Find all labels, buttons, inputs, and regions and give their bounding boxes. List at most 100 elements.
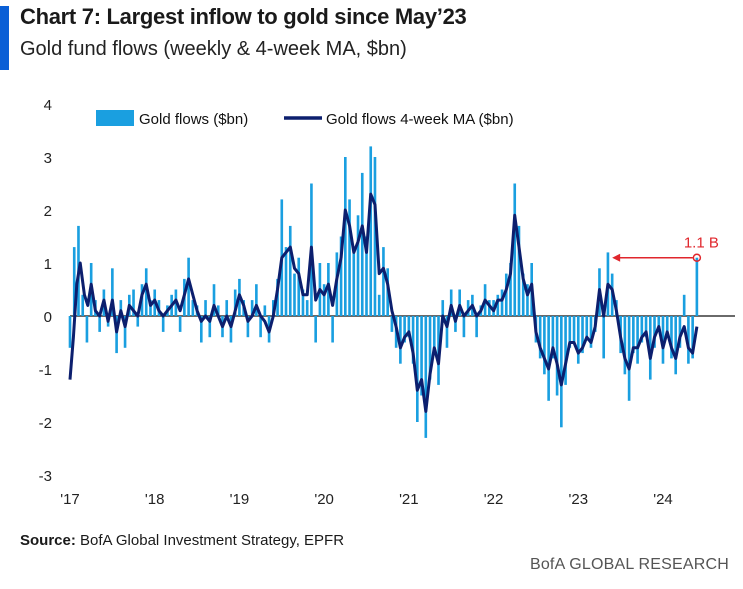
flow-bar — [509, 263, 512, 316]
annotation-label: 1.1 B — [684, 235, 719, 252]
source-label: Source: — [20, 532, 76, 549]
flow-bar — [250, 300, 254, 316]
flow-bar — [216, 305, 220, 316]
flow-bar — [420, 316, 423, 396]
y-tick-label: 1 — [44, 256, 52, 273]
flow-bar — [356, 215, 360, 316]
flow-bar — [623, 316, 627, 375]
title-accent-bar — [0, 6, 9, 70]
chart-title: Chart 7: Largest inflow to gold since Ma… — [20, 4, 467, 29]
flow-bar — [454, 316, 457, 332]
flow-bar — [589, 316, 593, 348]
flow-bar — [377, 294, 381, 316]
y-tick-label: 0 — [44, 309, 52, 326]
flow-bar — [547, 316, 550, 401]
x-tick-label: '19 — [230, 491, 250, 508]
flow-bar — [678, 316, 682, 348]
flow-bar — [543, 316, 546, 375]
flow-bar — [551, 316, 555, 359]
flow-bar — [399, 316, 402, 364]
flow-bar — [449, 289, 453, 316]
ma-line — [68, 192, 699, 413]
flow-bar — [632, 316, 635, 354]
flow-bar — [132, 289, 135, 316]
annotation-marker — [692, 253, 702, 262]
flow-bar — [428, 316, 432, 380]
flow-bar — [344, 157, 347, 316]
flow-bar — [488, 300, 491, 316]
flow-bar — [504, 273, 508, 316]
flow-bar — [305, 300, 309, 316]
flow-bar — [526, 284, 529, 316]
flow-bar — [255, 284, 258, 316]
y-tick-label: -2 — [39, 415, 52, 432]
flow-bar — [572, 316, 576, 343]
flow-bar — [352, 247, 356, 316]
legend-label-line: Gold flows 4-week MA ($bn) — [326, 111, 514, 128]
flow-bar — [382, 247, 385, 316]
flow-bar — [602, 316, 606, 359]
flow-bar — [627, 316, 631, 401]
flow-bar — [424, 316, 428, 438]
flow-bar — [72, 247, 76, 316]
y-tick-label: 3 — [44, 150, 52, 167]
flow-bar — [225, 300, 229, 316]
flow-bar — [111, 268, 114, 316]
flow-bar — [496, 294, 500, 316]
flow-bar — [208, 316, 212, 338]
flow-bar — [538, 316, 542, 359]
flow-bar — [144, 268, 148, 316]
flow-bar — [348, 199, 351, 316]
flow-bar — [661, 316, 665, 364]
flow-bar — [416, 316, 419, 422]
flow-bar — [691, 316, 694, 359]
x-tick-label: '23 — [568, 491, 588, 508]
source-text: BofA Global Investment Strategy, EPFR — [80, 532, 345, 549]
flow-bar — [119, 300, 123, 316]
flow-bar — [322, 284, 326, 316]
flow-bar — [123, 316, 127, 348]
flow-bar — [644, 316, 648, 338]
x-tick-label: '20 — [314, 491, 334, 508]
flow-bar — [687, 316, 690, 364]
flow-bar — [682, 294, 686, 316]
flow-bar — [441, 300, 445, 316]
ma-line-layer — [68, 192, 699, 413]
flow-bar — [648, 316, 652, 380]
x-tick-label: '17 — [60, 491, 80, 508]
bars-layer — [68, 146, 699, 438]
x-tick-label: '18 — [145, 491, 165, 508]
flow-bar — [390, 316, 394, 332]
x-tick-label: '24 — [653, 491, 673, 508]
flow-bar — [657, 316, 661, 332]
flow-bar — [246, 316, 250, 338]
flow-bar — [560, 316, 563, 428]
flow-bar — [517, 225, 521, 316]
flow-bar — [301, 289, 305, 316]
flow-bar — [293, 273, 296, 316]
flow-bar — [568, 316, 572, 348]
gold-flows-chart: 4 3 2 1 0 -1 -2 -3 '17 '18 '19 '20 '21 '22 '23 '24 Gold… — [39, 97, 735, 508]
flow-bar — [204, 300, 207, 316]
flow-bar — [462, 316, 466, 338]
flow-bar — [98, 316, 101, 332]
flow-bar — [360, 172, 364, 316]
legend-swatch-bars — [96, 110, 134, 126]
flow-bar — [81, 294, 85, 316]
flow-bar — [458, 289, 461, 316]
flow-bar — [695, 257, 699, 316]
flow-bar — [411, 316, 415, 364]
annotation-layer: 1.1 B — [612, 235, 719, 262]
flow-bar — [513, 183, 517, 316]
flow-bar — [233, 289, 237, 316]
flow-bar — [212, 284, 216, 316]
flow-bar — [445, 316, 449, 348]
flow-bar — [403, 316, 406, 343]
flow-bar — [136, 316, 140, 327]
brand-footer: BofA GLOBAL RESEARCH — [529, 556, 729, 573]
flow-bar — [475, 316, 478, 338]
flow-bar — [369, 146, 373, 316]
flow-bar — [331, 316, 334, 343]
flow-bar — [640, 316, 644, 343]
x-tick-label: '22 — [484, 491, 504, 508]
